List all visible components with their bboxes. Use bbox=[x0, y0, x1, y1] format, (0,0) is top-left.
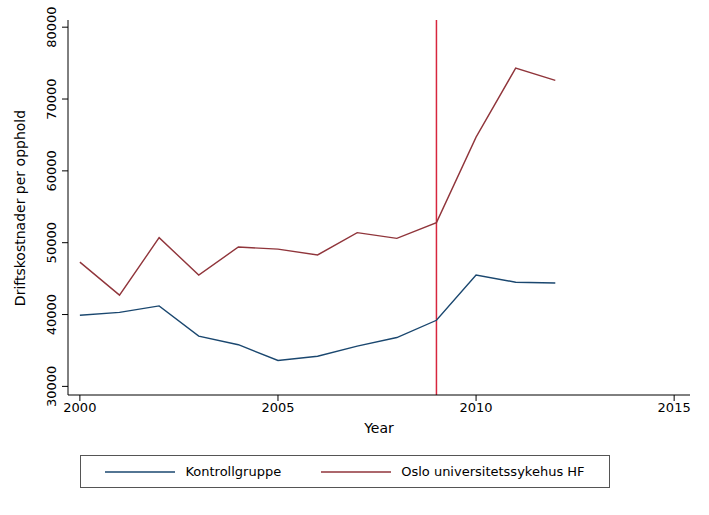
svg-text:2000: 2000 bbox=[63, 400, 96, 415]
svg-text:80000: 80000 bbox=[44, 7, 59, 48]
svg-text:2015: 2015 bbox=[658, 400, 691, 415]
svg-text:60000: 60000 bbox=[44, 150, 59, 191]
svg-text:40000: 40000 bbox=[44, 294, 59, 335]
svg-text:2010: 2010 bbox=[460, 400, 493, 415]
svg-text:50000: 50000 bbox=[44, 222, 59, 263]
svg-text:Year: Year bbox=[363, 420, 394, 436]
html-text:Oslo universitetssykehus HF: Oslo universitetssykehus HF bbox=[401, 464, 585, 479]
html-text:Kontrollgruppe: Kontrollgruppe bbox=[185, 464, 282, 479]
html-text:Driftskostnader per opphold: Driftskostnader per opphold bbox=[12, 109, 28, 307]
svg-text:2005: 2005 bbox=[261, 400, 294, 415]
svg-text:30000: 30000 bbox=[44, 366, 59, 407]
svg-text:70000: 70000 bbox=[44, 78, 59, 119]
